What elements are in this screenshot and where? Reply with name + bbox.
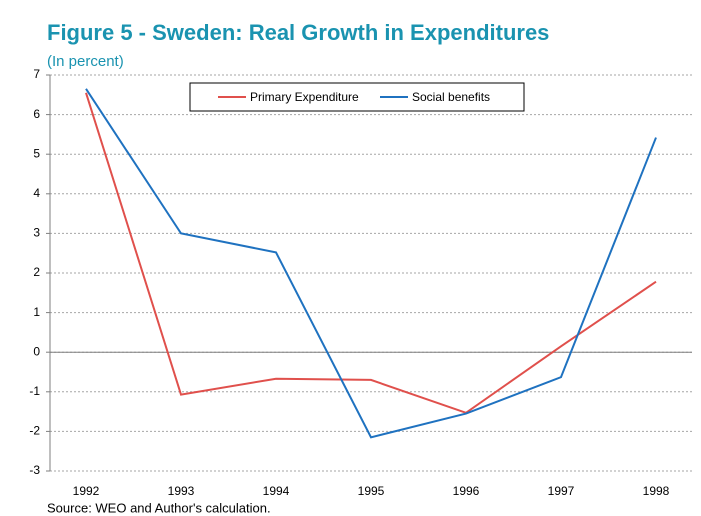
legend-box: [189, 82, 525, 112]
y-tick-label: 2: [33, 265, 40, 279]
series-line: [85, 92, 657, 414]
source-note: Source: WEO and Author's calculation.: [47, 500, 271, 515]
series-line: [85, 88, 657, 439]
legend-label: Primary Expenditure: [250, 90, 359, 104]
x-tick-label: 1996: [453, 484, 480, 498]
y-tick-label: 3: [33, 226, 40, 240]
x-tick-label: 1997: [548, 484, 575, 498]
legend-label: Social benefits: [412, 90, 490, 104]
chart-subtitle: (In percent): [47, 53, 124, 70]
y-tick-label: -2: [29, 424, 40, 438]
y-tick-label: 6: [33, 107, 40, 121]
y-tick-label: 0: [33, 344, 40, 358]
y-tick-label: 4: [33, 186, 40, 200]
y-tick-label: -1: [29, 384, 40, 398]
chart-title: Figure 5 - Sweden: Real Growth in Expend…: [47, 20, 549, 45]
y-tick-label: 7: [33, 67, 40, 81]
x-tick-label: 1992: [73, 484, 100, 498]
y-tick-label: 5: [33, 146, 40, 160]
x-tick-label: 1998: [643, 484, 670, 498]
y-tick-label: -3: [29, 463, 40, 477]
y-tick-label: 1: [33, 305, 40, 319]
x-tick-label: 1993: [168, 484, 195, 498]
x-tick-label: 1995: [358, 484, 385, 498]
x-tick-label: 1994: [263, 484, 290, 498]
